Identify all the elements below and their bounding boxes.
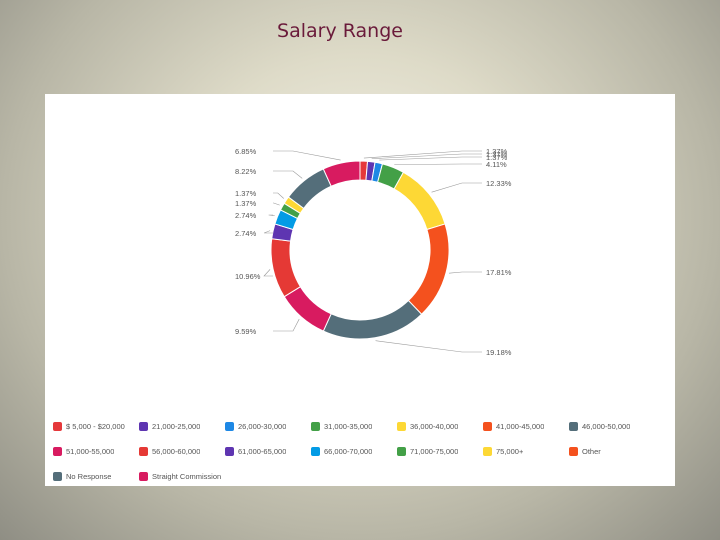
leader-line bbox=[273, 192, 284, 199]
leader-line bbox=[268, 214, 275, 216]
legend-label: 41,000-45,000 bbox=[496, 422, 545, 431]
legend-item[interactable]: Other bbox=[569, 447, 655, 456]
legend-row: $ 5,000 - $20,000 21,000-25,000 26,000-30,… bbox=[53, 414, 669, 439]
leader-line bbox=[273, 202, 280, 206]
legend-swatch bbox=[139, 447, 148, 456]
legend-label: $ 5,000 - $20,000 bbox=[66, 422, 125, 431]
chart-panel: 1.37% 1.37% 1.37% 4.11% 12.33% 17.81% 19.18% 9.… bbox=[45, 94, 675, 486]
legend-swatch bbox=[397, 422, 406, 431]
legend-item[interactable]: 66,000-70,000 bbox=[311, 447, 397, 456]
chart-legend: $ 5,000 - $20,000 21,000-25,000 26,000-30,… bbox=[53, 414, 669, 489]
leader-line bbox=[363, 150, 482, 159]
slice-label: 8.22% bbox=[235, 167, 257, 176]
legend-item[interactable]: 51,000-55,000 bbox=[53, 447, 139, 456]
legend-label: Other bbox=[582, 447, 601, 456]
legend-item[interactable]: 71,000-75,000 bbox=[397, 447, 483, 456]
legend-label: 61,000-65,000 bbox=[238, 447, 287, 456]
legend-label: 31,000-35,000 bbox=[324, 422, 373, 431]
legend-item[interactable]: 21,000-25,000 bbox=[139, 422, 225, 431]
legend-label: 46,000-50,000 bbox=[582, 422, 631, 431]
legend-label: 71,000-75,000 bbox=[410, 447, 459, 456]
legend-swatch bbox=[139, 472, 148, 481]
legend-label: 56,000-60,000 bbox=[152, 447, 201, 456]
legend-swatch bbox=[225, 422, 234, 431]
slice-label: 1.37% bbox=[486, 153, 508, 162]
donut-slice[interactable] bbox=[393, 171, 446, 231]
legend-label: 36,000-40,000 bbox=[410, 422, 459, 431]
slice-label: 1.37% bbox=[486, 150, 508, 159]
legend-item[interactable]: 41,000-45,000 bbox=[483, 422, 569, 431]
leader-line bbox=[263, 230, 273, 234]
donut-slice[interactable] bbox=[322, 160, 361, 187]
slice-label: 6.85% bbox=[235, 147, 257, 156]
legend-item[interactable]: 46,000-50,000 bbox=[569, 422, 655, 431]
leader-line bbox=[449, 271, 482, 274]
leader-line bbox=[273, 318, 300, 332]
leader-line bbox=[431, 182, 482, 193]
legend-label: 75,000+ bbox=[496, 447, 524, 456]
legend-item[interactable]: 26,000-30,000 bbox=[225, 422, 311, 431]
legend-swatch bbox=[483, 422, 492, 431]
legend-item[interactable]: 61,000-65,000 bbox=[225, 447, 311, 456]
slice-label: 12.33% bbox=[486, 179, 512, 188]
leader-line bbox=[379, 156, 482, 161]
slice-label: 9.59% bbox=[235, 327, 257, 336]
legend-label: 21,000-25,000 bbox=[152, 422, 201, 431]
legend-label: Straight Commission bbox=[152, 472, 222, 481]
legend-item[interactable]: No Response bbox=[53, 472, 139, 481]
slice-label: 1.37% bbox=[235, 189, 257, 198]
legend-swatch bbox=[311, 447, 320, 456]
legend-swatch bbox=[311, 422, 320, 431]
legend-swatch bbox=[397, 447, 406, 456]
legend-swatch bbox=[139, 422, 148, 431]
legend-row: 51,000-55,000 56,000-60,000 61,000-65,000 6… bbox=[53, 439, 669, 464]
legend-item[interactable]: 31,000-35,000 bbox=[311, 422, 397, 431]
donut-chart: 1.37%1.37%1.37%4.11%12.33%17.81%19.18%9.… bbox=[235, 147, 512, 357]
legend-label: 66,000-70,000 bbox=[324, 447, 373, 456]
slide-title: Salary Range bbox=[277, 20, 403, 42]
slice-label: 1.37% bbox=[235, 199, 257, 208]
legend-swatch bbox=[53, 472, 62, 481]
legend-item[interactable]: 56,000-60,000 bbox=[139, 447, 225, 456]
legend-item[interactable]: $ 5,000 - $20,000 bbox=[53, 422, 139, 431]
legend-item[interactable]: 75,000+ bbox=[483, 447, 569, 456]
legend-label: 51,000-55,000 bbox=[66, 447, 115, 456]
slice-label: 19.18% bbox=[486, 348, 512, 357]
donut-slice[interactable] bbox=[322, 299, 423, 340]
leader-line bbox=[375, 340, 482, 353]
slice-label: 2.74% bbox=[235, 229, 257, 238]
leader-line bbox=[371, 153, 482, 160]
donut-slice[interactable] bbox=[283, 286, 332, 332]
leader-line bbox=[273, 150, 341, 161]
legend-swatch bbox=[225, 447, 234, 456]
slice-label: 1.37% bbox=[486, 147, 508, 156]
slice-label: 2.74% bbox=[235, 211, 257, 220]
legend-row: No Response Straight Commission bbox=[53, 464, 669, 489]
legend-item[interactable]: 36,000-40,000 bbox=[397, 422, 483, 431]
donut-slice[interactable] bbox=[407, 223, 450, 315]
legend-label: No Response bbox=[66, 472, 112, 481]
legend-swatch bbox=[569, 422, 578, 431]
legend-swatch bbox=[483, 447, 492, 456]
leader-line bbox=[263, 269, 273, 277]
slice-label: 10.96% bbox=[235, 272, 261, 281]
slice-label: 17.81% bbox=[486, 268, 512, 277]
leader-line bbox=[273, 170, 303, 179]
legend-item[interactable]: Straight Commission bbox=[139, 472, 225, 481]
legend-swatch bbox=[53, 422, 62, 431]
slice-label: 4.11% bbox=[486, 160, 507, 169]
legend-swatch bbox=[53, 447, 62, 456]
legend-label: 26,000-30,000 bbox=[238, 422, 287, 431]
legend-swatch bbox=[569, 447, 578, 456]
leader-line bbox=[394, 163, 482, 165]
donut-slice[interactable] bbox=[270, 238, 302, 298]
